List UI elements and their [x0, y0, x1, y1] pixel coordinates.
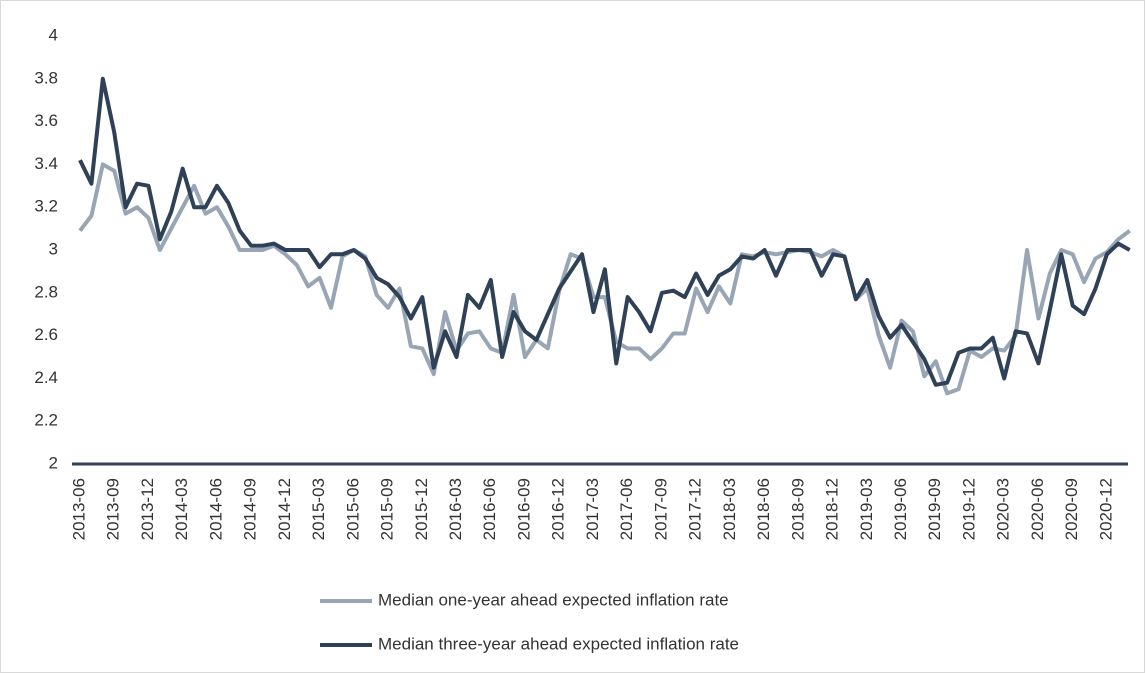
x-tick-label: 2013-09: [104, 478, 123, 540]
y-tick-label: 3.6: [34, 111, 58, 130]
y-tick-label: 2.6: [34, 325, 58, 344]
x-tick-label: 2019-03: [857, 478, 876, 540]
x-tick-label: 2016-09: [514, 478, 533, 540]
x-tick-label: 2020-09: [1062, 478, 1081, 540]
y-tick-label: 3.4: [34, 154, 58, 173]
x-tick-label: 2016-06: [480, 478, 499, 540]
x-tick-label: 2017-06: [617, 478, 636, 540]
x-tick-label: 2014-03: [172, 478, 191, 540]
x-tick-label: 2019-06: [891, 478, 910, 540]
x-tick-label: 2018-06: [754, 478, 773, 540]
x-tick-label: 2018-12: [823, 478, 842, 540]
x-tick-label: 2018-03: [720, 478, 739, 540]
x-tick-label: 2014-09: [241, 478, 260, 540]
y-tick-label: 3.8: [34, 68, 58, 87]
x-tick-label: 2015-03: [309, 478, 328, 540]
x-tick-label: 2015-06: [343, 478, 362, 540]
x-tick-label: 2019-09: [925, 478, 944, 540]
series-line: [78, 162, 1131, 396]
x-tick-label: 2020-12: [1096, 478, 1115, 540]
x-tick-label: 2017-03: [583, 478, 602, 540]
x-tick-label: 2015-09: [378, 478, 397, 540]
x-tick-label: 2018-09: [788, 478, 807, 540]
x-tick-label: 2014-06: [206, 478, 225, 540]
legend-label: Median three-year ahead expected inflati…: [378, 634, 739, 653]
x-tick-label: 2017-12: [686, 478, 705, 540]
x-tick-label: 2015-12: [412, 478, 431, 540]
x-tick-label: 2014-12: [275, 478, 294, 540]
y-tick-label: 2.8: [34, 282, 58, 301]
x-tick-label: 2017-09: [651, 478, 670, 540]
y-tick-label: 3: [49, 239, 58, 258]
x-tick-label: 2019-12: [959, 478, 978, 540]
y-tick-label: 2.2: [34, 411, 58, 430]
y-tick-label: 2: [49, 453, 58, 472]
x-tick-label: 2020-03: [994, 478, 1013, 540]
x-tick-label: 2016-12: [549, 478, 568, 540]
y-tick-label: 3.2: [34, 197, 58, 216]
x-tick-label: 2016-03: [446, 478, 465, 540]
x-tick-label: 2013-06: [69, 478, 88, 540]
legend-label: Median one-year ahead expected inflation…: [378, 590, 729, 609]
series-line: [78, 76, 1131, 387]
y-tick-label: 2.4: [34, 368, 58, 387]
x-tick-label: 2020-06: [1028, 478, 1047, 540]
y-tick-label: 4: [49, 25, 58, 44]
x-tick-label: 2013-12: [138, 478, 157, 540]
